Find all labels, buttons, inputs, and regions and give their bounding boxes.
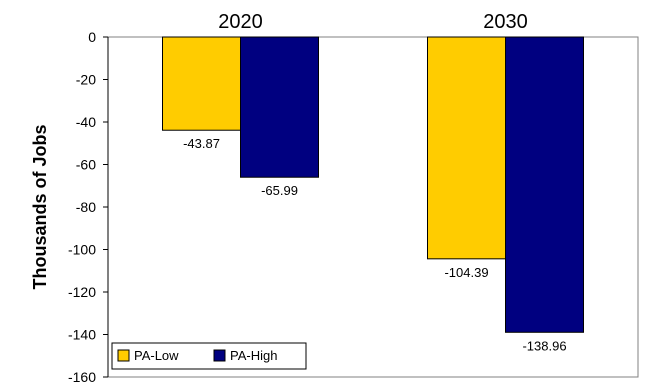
y-axis-label: Thousands of Jobs bbox=[30, 124, 50, 289]
y-tick-label: -140 bbox=[68, 327, 96, 343]
legend-swatch-pa-low bbox=[117, 349, 130, 362]
category-label-2020: 2020 bbox=[218, 11, 263, 33]
y-tick-label: -80 bbox=[76, 199, 96, 215]
bars bbox=[162, 36, 584, 333]
legend-swatch-pa-high bbox=[213, 349, 226, 362]
y-tick-label: -20 bbox=[76, 72, 96, 88]
data-label: -138.96 bbox=[522, 338, 566, 353]
y-tick-label: -40 bbox=[76, 114, 96, 130]
legend-label-pa-low: PA-Low bbox=[134, 348, 179, 363]
y-tick-label: -160 bbox=[68, 369, 96, 382]
category-labels: 2020 2030 bbox=[218, 11, 528, 33]
data-label: -65.99 bbox=[261, 183, 298, 198]
bar-pa-high-2020 bbox=[240, 36, 319, 178]
bar-pa-high-2030 bbox=[505, 36, 584, 333]
bar-pa-low-2030 bbox=[427, 36, 506, 260]
data-labels: -43.87 -65.99 -104.39 -138.96 bbox=[183, 136, 566, 353]
legend-label-pa-high: PA-High bbox=[230, 348, 277, 363]
bar-pa-low-2020 bbox=[162, 36, 241, 131]
y-tick-label: -120 bbox=[68, 284, 96, 300]
category-label-2030: 2030 bbox=[483, 11, 528, 33]
y-tick-label: -60 bbox=[76, 157, 96, 173]
y-tick-label: -100 bbox=[68, 242, 96, 258]
data-label: -104.39 bbox=[444, 265, 488, 280]
y-ticks: 0 -20 -40 -60 -80 -100 -120 -140 -160 bbox=[68, 29, 108, 382]
legend: PA-Low PA-High bbox=[111, 342, 307, 370]
y-tick-label: 0 bbox=[88, 29, 96, 45]
data-label: -43.87 bbox=[183, 136, 220, 151]
legend-box bbox=[111, 342, 307, 370]
